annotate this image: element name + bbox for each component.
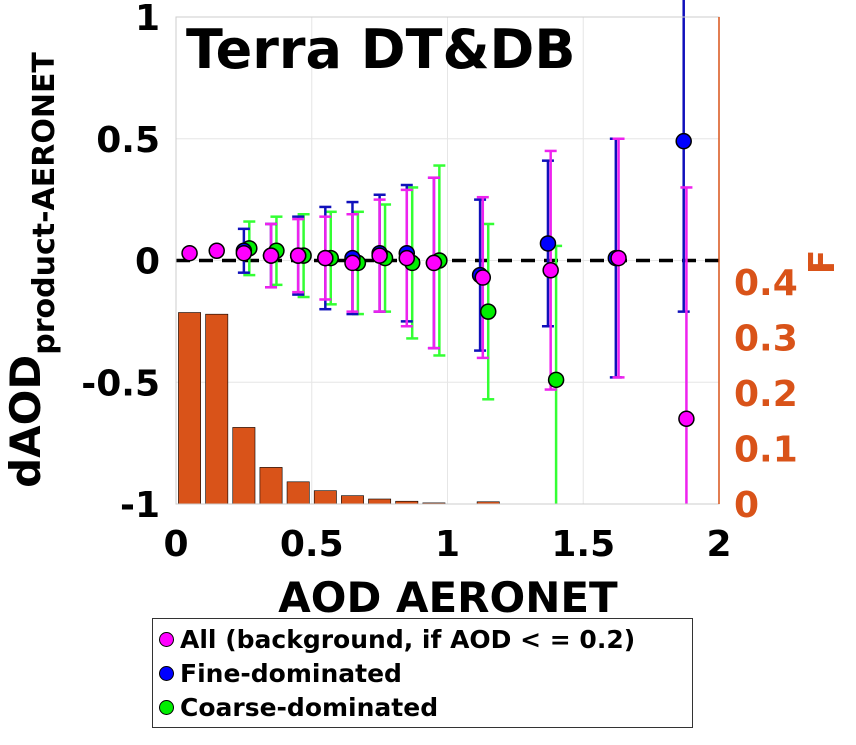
legend: All (background, if AOD < = 0.2) Fine-do… xyxy=(152,618,693,728)
data-point xyxy=(371,247,388,264)
y2-tick-label: 0.2 xyxy=(734,374,798,415)
legend-marker-all xyxy=(159,631,174,647)
f-bar xyxy=(368,498,392,505)
data-point xyxy=(262,247,280,264)
data-point xyxy=(474,269,492,286)
legend-label-fine: Fine-dominated xyxy=(180,658,402,688)
f-bar xyxy=(178,312,202,505)
legend-label-coarse: Coarse-dominated xyxy=(180,692,439,722)
y2-tick-labels: 0.4 0.3 0.2 0.1 0 xyxy=(734,263,798,526)
legend-label-all: All (background, if AOD < = 0.2) xyxy=(180,624,636,654)
error-bars xyxy=(237,0,693,504)
data-point xyxy=(344,254,361,272)
y-axis-label: dAODproduct-AERONET xyxy=(1,52,62,488)
y2-tick-label: 0.4 xyxy=(734,263,798,304)
y-tick-label: -1 xyxy=(120,485,160,526)
data-point xyxy=(678,410,695,428)
y-axis-label-main: dAOD xyxy=(1,355,50,488)
data-points xyxy=(181,132,695,428)
data-point xyxy=(398,249,416,267)
data-point xyxy=(208,242,225,260)
data-point xyxy=(317,249,334,267)
data-point xyxy=(539,235,557,252)
y-tick-label: 1 xyxy=(135,0,160,39)
data-point xyxy=(235,244,253,262)
data-point xyxy=(289,247,307,264)
f-bar xyxy=(286,481,310,505)
x-tick-label: 0 xyxy=(163,524,188,565)
x-tick-label: 1.5 xyxy=(551,524,615,565)
legend-marker-coarse xyxy=(159,699,174,715)
f-bar xyxy=(232,427,256,505)
y2-tick-label: 0 xyxy=(734,485,759,526)
x-tick-label: 0.5 xyxy=(280,524,344,565)
data-point xyxy=(547,371,565,389)
data-point xyxy=(425,254,443,272)
y2-axis-label: F xyxy=(802,250,843,275)
y-axis-label-subscript: product-AERONET xyxy=(27,52,62,355)
data-point xyxy=(181,244,198,262)
data-point xyxy=(675,132,692,150)
f-bar xyxy=(341,495,364,505)
chart-title: Terra DT&DB xyxy=(186,18,576,81)
x-axis-label: AOD AERONET xyxy=(278,573,618,622)
y2-tick-label: 0.3 xyxy=(734,319,798,360)
bar-series xyxy=(178,312,500,505)
x-tick-labels: 0 0.5 1 1.5 2 xyxy=(163,524,731,565)
legend-item-all: All (background, if AOD < = 0.2) xyxy=(159,623,635,655)
y-tick-label: 0 xyxy=(135,242,160,283)
f-bar xyxy=(205,313,229,505)
x-tick-label: 2 xyxy=(706,524,731,565)
y2-tick-label: 0.1 xyxy=(734,430,798,471)
f-bar xyxy=(259,467,283,505)
data-point xyxy=(610,249,627,267)
legend-marker-fine xyxy=(159,665,174,681)
x-tick-label: 1 xyxy=(435,524,460,565)
y-tick-labels: 1 0.5 0 -0.5 -1 xyxy=(81,0,160,526)
f-bar xyxy=(313,490,337,505)
legend-item-fine: Fine-dominated xyxy=(159,657,402,689)
y-tick-label: -0.5 xyxy=(81,363,160,404)
data-point xyxy=(542,261,559,279)
legend-item-coarse: Coarse-dominated xyxy=(159,691,438,723)
data-point xyxy=(479,303,497,320)
y-tick-label: 0.5 xyxy=(96,120,160,161)
